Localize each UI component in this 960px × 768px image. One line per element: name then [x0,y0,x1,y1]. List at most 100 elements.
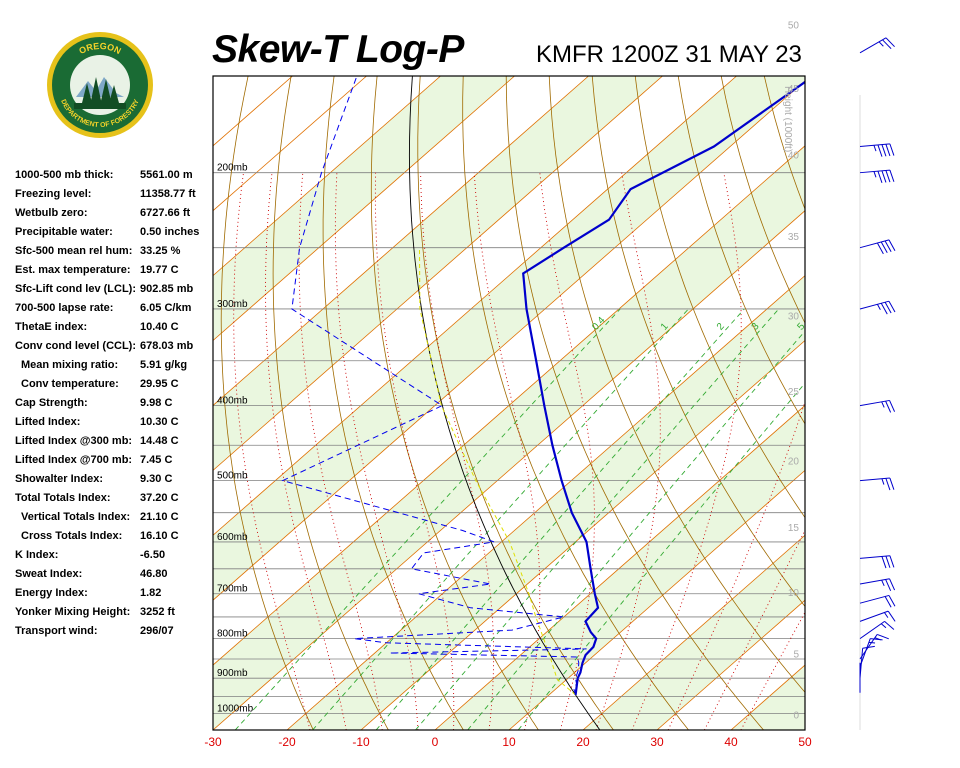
mixing-ratio-label: 3 [750,321,762,333]
wind-barb-flag [889,578,896,591]
isotherm-line [213,76,441,277]
index-value: 29.95 C [140,378,179,390]
wind-barb-flag [889,400,896,412]
index-value: 37.20 C [140,492,179,504]
oregon-dept-forestry-logo: OREGON DEPARTMENT OF FORESTRY [46,31,154,139]
wind-barb-flag [877,144,883,157]
index-value: 3252 ft [140,606,175,618]
index-value: 5561.00 m [140,169,193,181]
index-label: Conv cond level (CCL): [15,340,137,352]
index-label: Cross Totals Index: [21,530,123,542]
temperature-tick-label: -30 [204,735,222,749]
wind-barb-staff [859,634,878,660]
mixing-ratio-line [415,308,780,730]
height-tick-label: 0 [793,710,799,721]
mixing-ratio-line [517,382,805,730]
wind-barb-flag [888,239,896,251]
wind-barb [859,620,895,640]
wind-barb-staff [859,555,890,559]
wind-barb-flag [885,478,891,491]
mixing-ratio-label: 2 [715,321,727,333]
index-value: 46.80 [140,568,168,580]
moist-adiabat [374,172,455,730]
index-value: 16.10 C [140,530,179,542]
wind-barb-flag [881,144,887,157]
wind-barb-flag [889,555,895,568]
isotherm-line [213,76,515,342]
wind-barb-staff [859,239,890,249]
wind-barb-half-flag [874,637,881,641]
isotherm-line [582,534,805,730]
height-tick-label: 15 [788,523,800,534]
pressure-label: 200mb [217,163,248,174]
moist-adiabat [233,172,311,730]
wind-barb-flag [885,579,892,591]
index-label: Est. max temperature: [15,264,131,276]
index-label: Sweat Index: [15,568,83,580]
chart-title: Skew-T Log-P [212,28,464,71]
isotherm-line [434,404,805,730]
wind-barb-flag [884,240,892,253]
moist-adiabat [265,172,347,730]
wind-barb-staff [859,477,890,482]
height-tick-label: 5 [793,650,799,661]
wind-barb-flag [885,144,891,157]
dry-adiabat [677,76,805,425]
wind-barb [859,610,896,622]
wind-barb-flag [889,143,895,156]
index-label: Lifted Index: [15,416,81,428]
dry-adiabat [807,76,960,730]
dry-adiabat [370,76,539,730]
index-value: 296/07 [140,625,174,637]
dry-adiabat [893,76,960,730]
index-label: Freezing level: [15,188,92,200]
wind-barb [859,633,889,660]
wind-barb-half-flag [876,304,881,310]
wind-barb-staff [859,638,871,667]
index-value: 10.30 C [140,416,179,428]
pressure-label: 600mb [217,532,248,543]
isotherm-line [286,275,805,730]
pressure-label: 400mb [217,396,248,407]
station-time-label: KMFR 1200Z 31 MAY 23 [536,41,802,68]
index-label: Total Totals Index: [15,492,111,504]
temperature-tick-label: -20 [278,735,296,749]
isotherm-line [213,145,805,666]
index-label: Wetbulb zero: [15,207,88,219]
wind-barb-flag [877,633,889,640]
dry-adiabat [322,76,464,730]
index-value: 14.48 C [140,435,179,447]
dry-adiabat [850,76,960,730]
pressure-label: 700mb [217,584,248,595]
index-label: Lifted Index @300 mb: [15,435,133,447]
index-label: Yonker Mixing Height: [15,606,131,618]
mixing-ratio-line [312,308,689,730]
plot-area: 0.4 1 2 3 5 8 [213,76,960,730]
moist-adiabat [631,172,742,730]
wind-barb-staff [859,578,890,585]
index-label: Sfc-Lift cond lev (LCL): [15,283,136,295]
wind-barb-flag [889,477,895,490]
index-label: K Index: [15,549,59,561]
index-label: Showalter Index: [15,473,104,485]
index-label: Conv temperature: [21,378,119,390]
wind-barb-flag [881,556,887,569]
index-label: Cap Strength: [15,397,88,409]
isotherm-band [213,76,805,601]
wind-barb-flag [881,170,887,183]
wind-barb-half-flag [880,623,887,629]
wind-barb [859,399,896,413]
pressure-label: 500mb [217,471,248,482]
pressure-label: 800mb [217,629,248,640]
index-label: Sfc-500 mean rel hum: [15,245,133,257]
wind-barb [859,300,896,315]
dry-adiabat [505,76,764,730]
wind-barb-staff [859,300,890,310]
temperature-tick-label: -10 [352,735,370,749]
index-value: 21.10 C [140,511,179,523]
index-value: 6.05 C/km [140,302,192,314]
temperature-profile [522,80,805,696]
wind-barb [859,477,895,491]
wind-barb-flag [888,595,896,607]
